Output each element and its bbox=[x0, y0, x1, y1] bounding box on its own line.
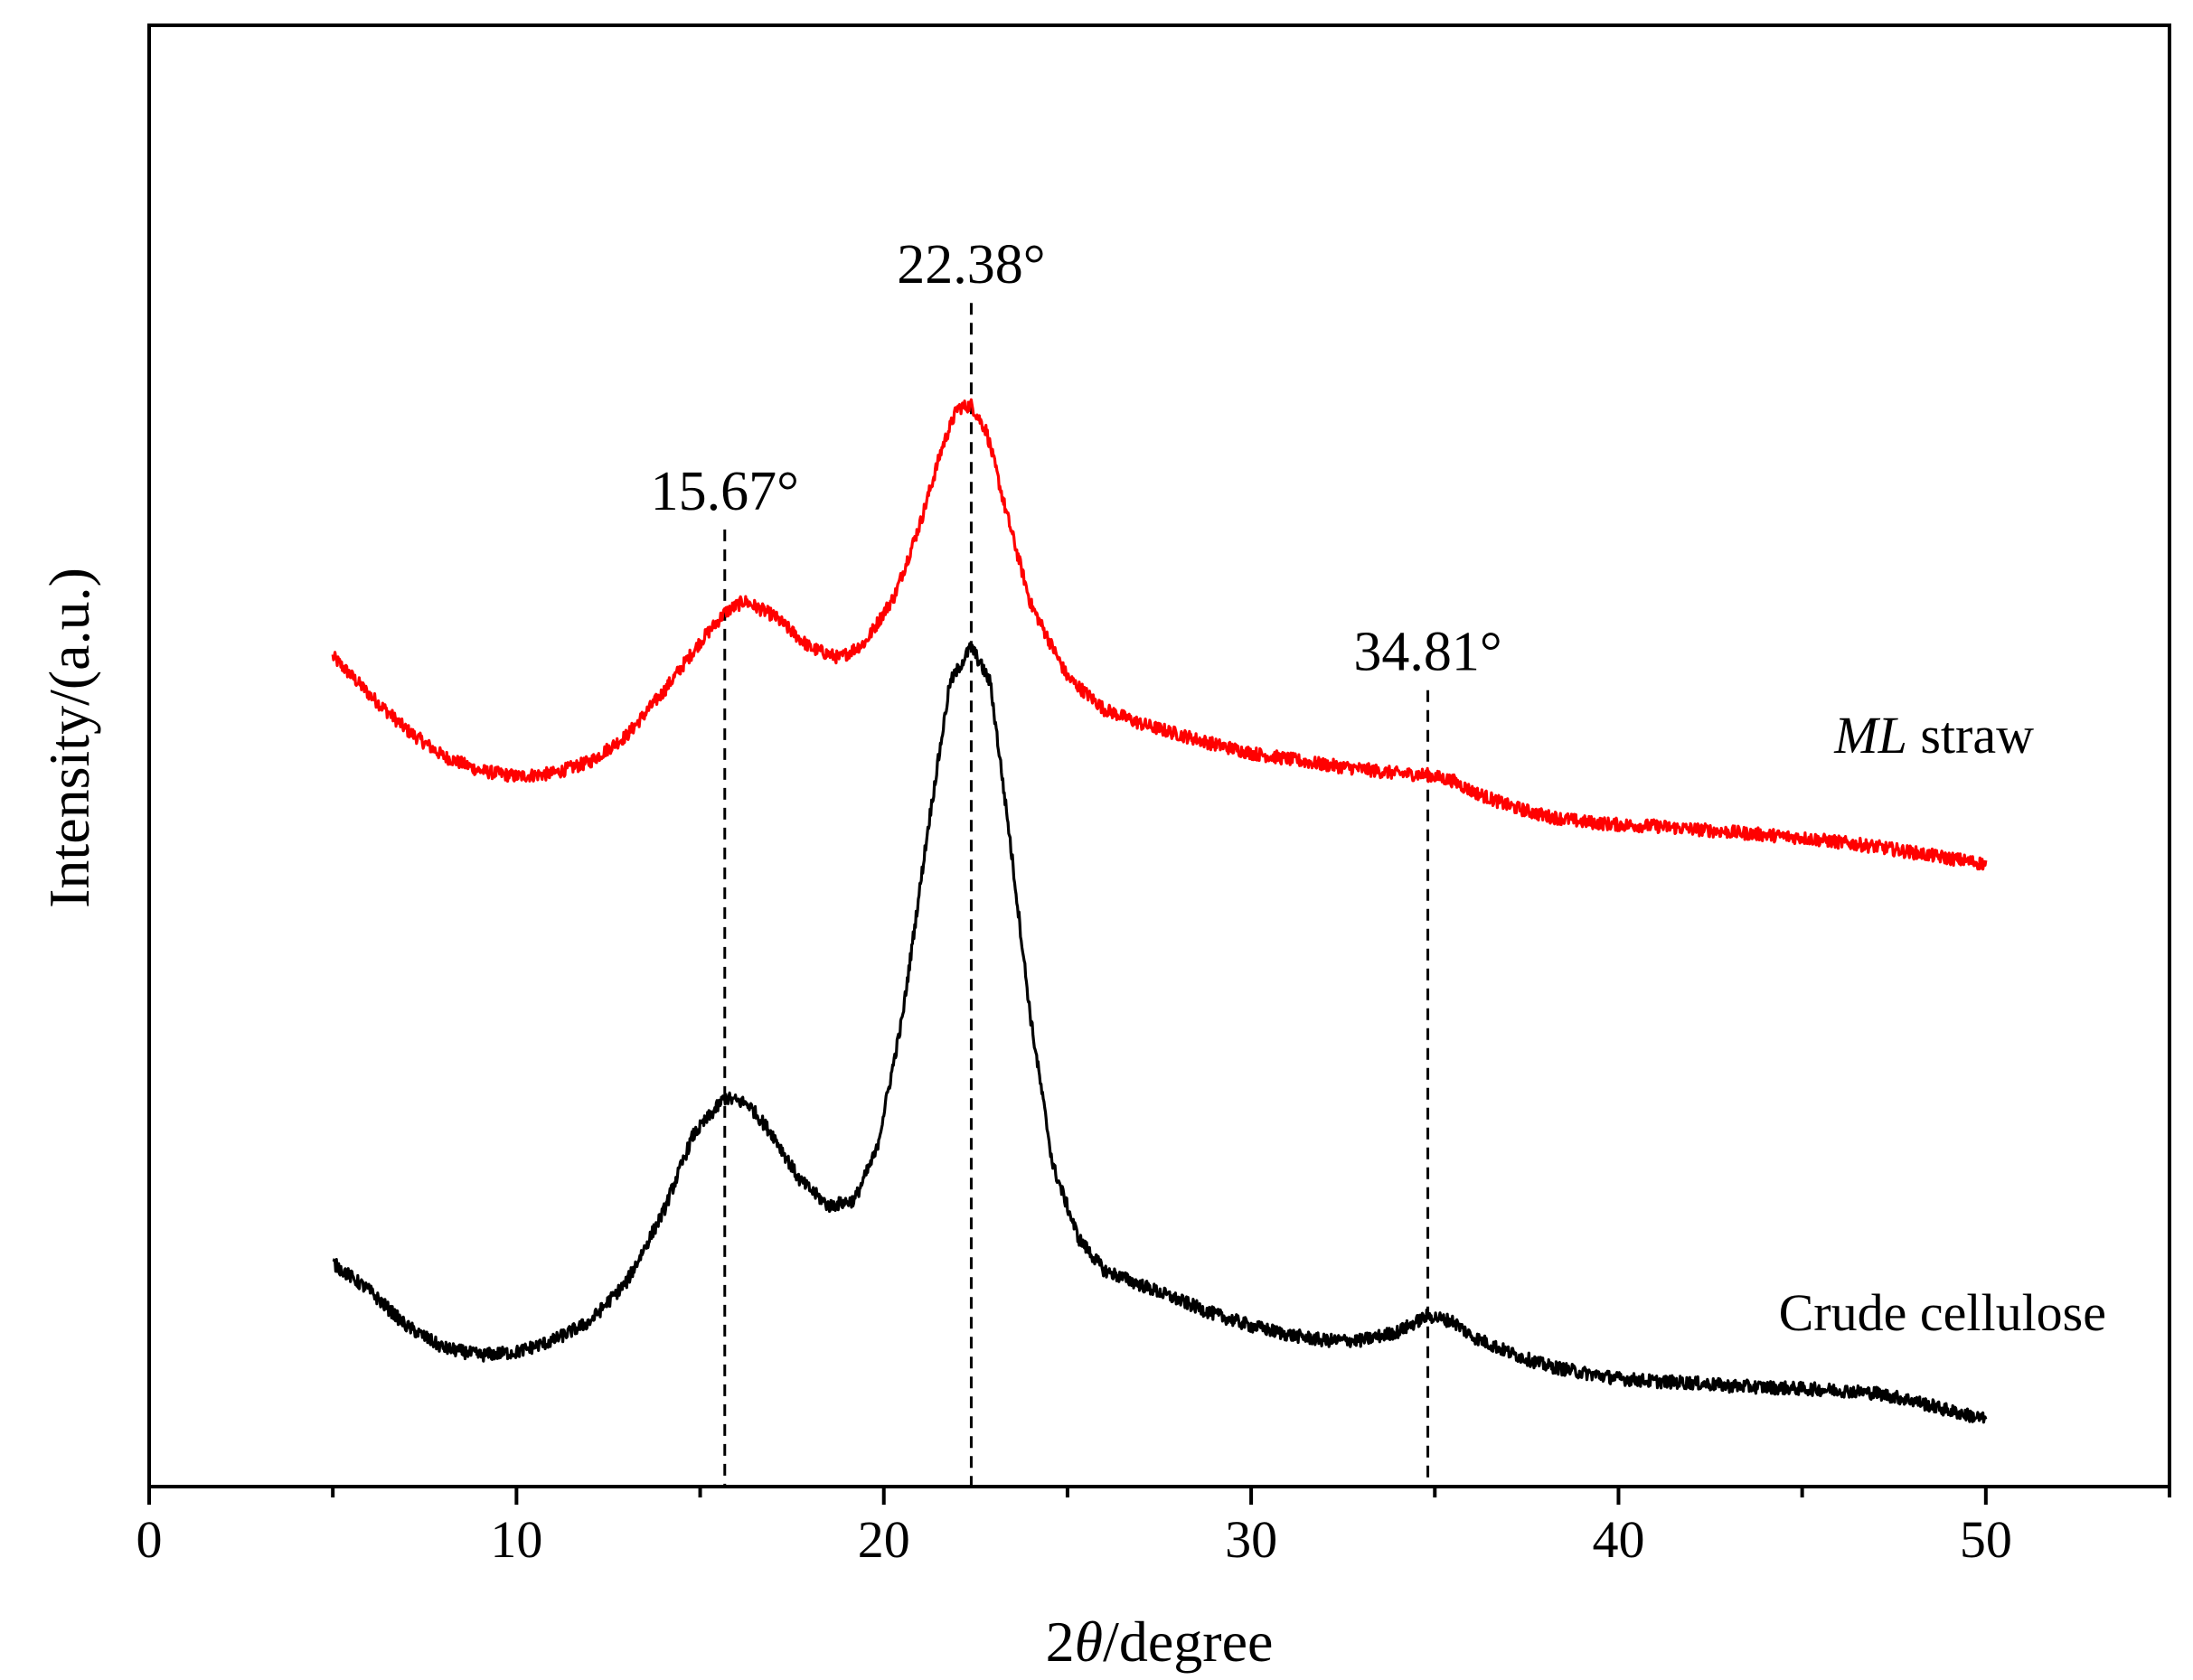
series-line-1 bbox=[332, 642, 1988, 1424]
x-tick-label: 0 bbox=[136, 1510, 163, 1569]
series-label-ml-straw: ML straw bbox=[1833, 706, 2034, 765]
series-line-0 bbox=[331, 398, 1988, 871]
x-axis-ticks: 0 10 20 30 40 50 bbox=[136, 1487, 2171, 1569]
peak-label-1: 22.38° bbox=[897, 234, 1045, 296]
x-tick-label: 30 bbox=[1225, 1510, 1277, 1569]
x-tick-label: 20 bbox=[858, 1510, 910, 1569]
x-tick-label: 50 bbox=[1960, 1510, 2012, 1569]
x-axis-label: 2θ/degree bbox=[1046, 1610, 1274, 1674]
series-label-crude-cellulose: Crude cellulose bbox=[1779, 1283, 2106, 1342]
peak-labels: 15.67° 22.38° 34.81° bbox=[651, 234, 1502, 683]
peak-label-2: 34.81° bbox=[1353, 622, 1501, 683]
x-tick-label: 40 bbox=[1592, 1510, 1644, 1569]
peak-reference-lines bbox=[723, 303, 1430, 1487]
x-tick-label: 10 bbox=[490, 1510, 542, 1569]
series-layer bbox=[331, 398, 1988, 1424]
plot-frame bbox=[147, 23, 2171, 1488]
y-axis-label: Intensity/(a.u.) bbox=[37, 568, 101, 908]
peak-label-0: 15.67° bbox=[651, 461, 799, 522]
